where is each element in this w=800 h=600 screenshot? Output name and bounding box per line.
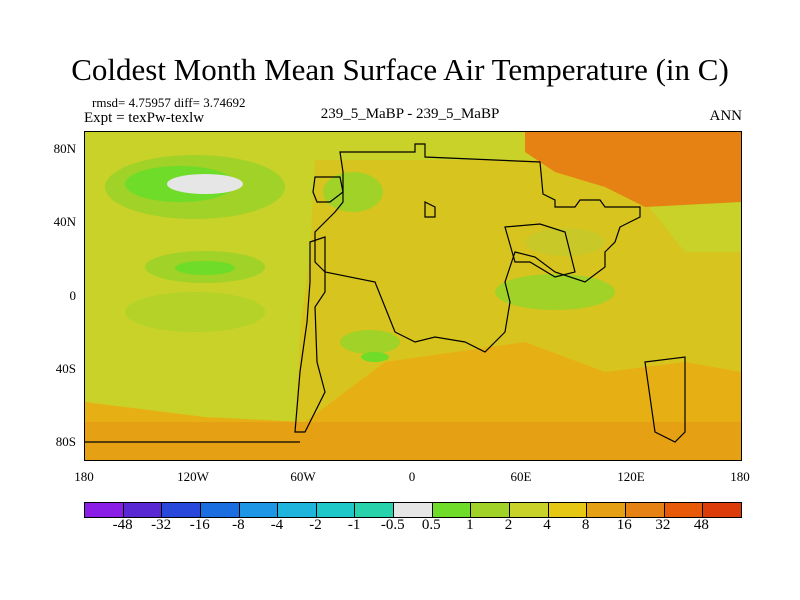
- lat-label-eq: 0: [69, 288, 77, 303]
- colorbar-label: -2: [309, 517, 322, 533]
- colorbar-label: 4: [543, 517, 551, 533]
- colorbar-box: [510, 503, 549, 517]
- americas-outline: [294, 236, 326, 433]
- europe-outline: [312, 176, 344, 203]
- lon-label-180e: 180: [730, 469, 750, 484]
- field-arctic-orange: [525, 132, 741, 207]
- island-outline: [424, 201, 436, 218]
- colorbar-box: [703, 503, 741, 517]
- field-atlantic-south: [340, 330, 400, 354]
- colorbar-label: -16: [189, 517, 210, 533]
- colorbar-labels: -48 -32 -16 -8 -4 -2 -1 -0.5 0.5 1 2 4 8 16 32 48: [84, 517, 740, 537]
- field-asia-center: [525, 228, 605, 256]
- colorbar-box: [316, 503, 356, 517]
- colorbar-box: [471, 503, 511, 517]
- lon-label-0: 0: [408, 469, 416, 484]
- colorbar-box: [587, 503, 626, 517]
- colorbar-box: [355, 503, 395, 517]
- colorbar-label: 2: [504, 517, 513, 533]
- colorbar-box: [278, 503, 317, 517]
- colorbar-label: -0.5: [380, 517, 405, 533]
- colorbar-box: [394, 503, 433, 517]
- asia-inner-outline: [504, 223, 576, 278]
- map-svg: [85, 132, 741, 460]
- lon-label-180w: 180: [74, 469, 94, 484]
- lon-label-120w: 120W: [177, 469, 209, 484]
- field-south-orange: [85, 422, 741, 460]
- colorbar-label: -8: [232, 517, 245, 533]
- colorbar: [84, 502, 742, 518]
- lon-label-60e: 60E: [510, 469, 532, 484]
- eurasia-africa-outline: [314, 143, 641, 353]
- field-pacific-neutral: [167, 174, 243, 194]
- colorbar-box: [162, 503, 201, 517]
- colorbar-label: -48: [112, 517, 133, 533]
- colorbar-label: -4: [270, 517, 284, 533]
- lat-label-80s: 80S: [55, 434, 76, 449]
- colorbar-box: [123, 503, 163, 517]
- colorbar-label: 32: [655, 517, 671, 533]
- lon-label-120e: 120E: [617, 469, 645, 484]
- colorbar-label: 0.5: [421, 517, 441, 533]
- colorbar-label: -32: [151, 517, 172, 533]
- colorbar-box: [432, 503, 472, 517]
- colorbar-label: 16: [616, 517, 632, 533]
- season-label: ANN: [709, 108, 743, 124]
- colorbar-box: [664, 503, 704, 517]
- colorbar-label: 1: [466, 517, 474, 533]
- coastlines: [85, 143, 686, 443]
- colorbar-box: [200, 503, 240, 517]
- stats-text: rmsd= 4.75957 diff= 3.74692: [92, 95, 246, 110]
- colorbar-label: -1: [347, 517, 361, 533]
- experiment-label: Expt = texPw-texlw: [84, 110, 205, 126]
- colorbar-box: [85, 503, 124, 517]
- lat-label-40n: 40N: [53, 214, 76, 229]
- australia-outline: [644, 356, 686, 443]
- case-id-label: 239_5_MaBP - 239_5_MaBP: [320, 106, 500, 122]
- colorbar-box: [548, 503, 588, 517]
- lat-label-80n: 80N: [53, 141, 76, 156]
- colorbar-label: 48: [693, 517, 709, 533]
- colorbar-box: [239, 503, 279, 517]
- temperature-map: [84, 131, 742, 461]
- colorbar-box: [625, 503, 665, 517]
- lon-label-60w: 60W: [290, 469, 316, 484]
- colorbar-label: 8: [581, 517, 590, 533]
- lat-label-40s: 40S: [55, 361, 76, 376]
- plot-title: Coldest Month Mean Surface Air Temperatu…: [71, 52, 729, 87]
- field-indian: [495, 274, 615, 310]
- field-atlantic-north: [323, 172, 383, 212]
- field-pacific-tropic-core: [175, 261, 235, 275]
- field-pacific-south: [125, 292, 265, 332]
- field-atlantic-core: [361, 352, 389, 362]
